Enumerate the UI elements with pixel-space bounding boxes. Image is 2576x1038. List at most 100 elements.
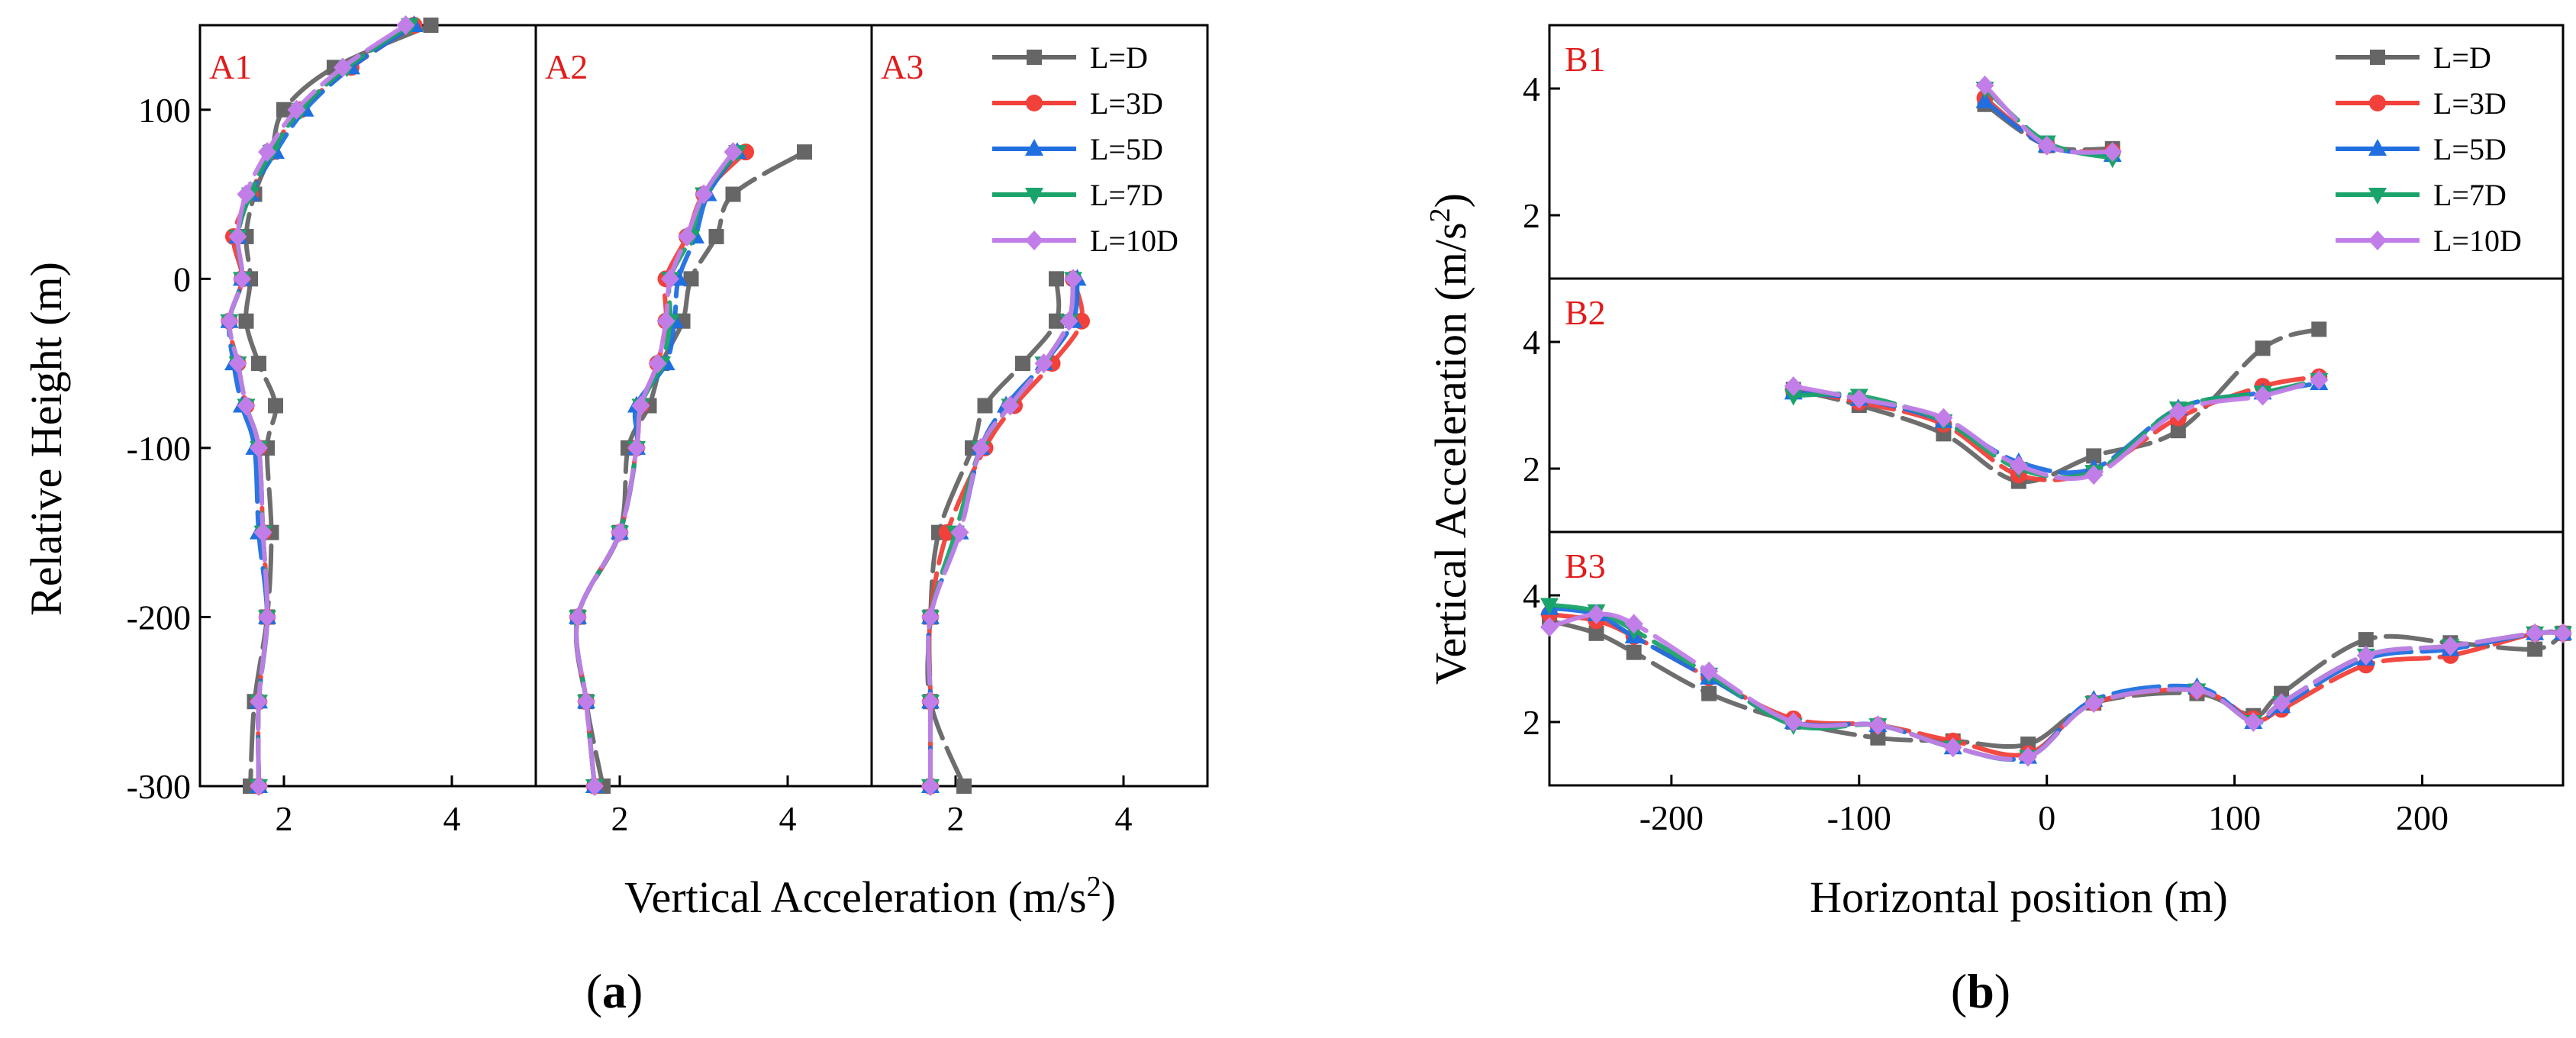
x-tick-label-a3: 4 [1115,799,1133,838]
a2-l-10d-point-7 [627,437,646,458]
legend-marker-l-7d [1025,188,1043,205]
a2-l-d-point-2 [708,228,724,244]
legend-b: L=D L=3D L=5D L=7D L=10D [2336,40,2522,258]
a2-l-3d-line [573,150,748,788]
series-b2-l-5d [1784,372,2329,475]
b3-l-10d-point-15 [2554,623,2572,643]
y-axis-label-close-b: ) [1426,193,1475,208]
legend-item-l-5d: L=5D [2336,132,2507,166]
b3-l-d-line [1547,618,2565,749]
a1-l-10d-point-12 [258,607,276,627]
x-axis-label-a: Vertical Acceleration (m/s2) [624,871,1116,922]
a2-l-10d-point-1 [695,184,713,205]
b2-l-3d-line [1791,374,2322,482]
a1-l-10d-line [227,23,408,788]
b3-l-10d-point-7 [2019,746,2038,767]
x-axis-label-sup-a: 2 [1087,871,1101,903]
a1-l-10d-point-2 [287,99,306,120]
a2-l-10d-point-6 [631,395,650,416]
a1-l-d-point-9 [268,398,283,414]
y-tick-label-a: -300 [127,767,191,806]
b3-l-5d-line [1547,605,2565,762]
a3-l-d-line [925,276,1062,788]
b3-l-10d-point-11 [2272,693,2291,714]
y-axis-label-a: Relative Height (m) [21,262,71,616]
a1-l-10d-point-7 [220,311,239,331]
series-a2-l-3d [569,143,754,795]
a2-l-10d-point-8 [611,522,629,543]
a3-l-d-point-3 [977,398,993,414]
legend-item-l-5d: L=5D [992,132,1163,166]
legend-marker-l-d [2370,50,2385,65]
legend-marker-l-3d [2369,95,2386,111]
caption-a-open: ( [586,964,602,1018]
panel-label-a2: A2 [545,47,588,86]
a2-l-d-point-1 [725,186,741,202]
y-tick-label-b2: 4 [1523,323,1540,362]
panel-label-b3: B3 [1565,546,1606,585]
caption-b-letter: b [1967,964,1994,1018]
y-tick-label-b1: 4 [1523,69,1540,108]
a3-l-10d-point-3 [1001,395,1020,416]
b3-l-7d-point-0 [1540,598,1559,615]
caption-b-close: ) [1994,964,2010,1018]
caption-a-close: ) [627,964,643,1018]
b2-l-10d-point-7 [2310,369,2329,390]
legend-item-l-3d: L=3D [992,86,1163,121]
chart-a: -300 -200 -100 0 100 2 4 A1 2 4 A2 2 4 A3 L=D L=3D L=5D… [21,15,1209,1018]
a3-l-10d-point-5 [950,522,969,543]
series-b3-l-3d [1541,605,2571,762]
b1-l-10d-point-0 [1975,75,1994,95]
a3-l-10d-point-8 [921,776,940,796]
y-axis-label-b: Vertical Acceleration (m/s2) [1424,193,1475,685]
a3-l-d-point-2 [1015,356,1030,372]
b3-l-10d-point-9 [2188,680,2207,701]
x-tick-label-a2: 4 [779,799,797,838]
a2-l-d-point-0 [797,144,812,160]
b2-l-d-point-4 [2086,448,2102,464]
b2-l-d-point-5 [2170,423,2186,439]
b2-l-10d-line [1791,377,2322,482]
legend-marker-l-5d [2368,139,2387,156]
panel-label-b2: B2 [1565,293,1606,332]
b2-l-7d-point-0 [1784,388,1803,406]
legend-label-l-10d: L=10D [1090,224,1178,258]
legend-item-l-3d: L=3D [2336,86,2507,121]
legend-label-l-7d: L=7D [1090,178,1163,212]
y-axis-label-sup-b: 2 [1424,208,1456,222]
a1-l-10d-point-13 [250,691,268,712]
b2-l-10d-point-6 [2253,385,2272,406]
a3-l-10d-line [926,276,1075,788]
legend-label-l-3d: L=3D [1090,86,1163,121]
a3-l-10d-point-4 [972,437,990,458]
x-axis-label-b: Horizontal position (m) [1810,872,2228,922]
y-tick-label-b3: 2 [1523,703,1540,742]
a2-l-10d-point-5 [648,353,667,374]
x-tick-label-a2: 2 [611,799,629,838]
caption-a-letter: a [602,964,627,1018]
b2-l-d-point-6 [2255,340,2271,356]
a3-l-d-point-8 [956,778,972,794]
b2-l-d-point-7 [2311,321,2327,337]
a2-l-d-point-3 [683,271,699,287]
b1-l-10d-point-2 [2103,142,2122,162]
b3-l-d-point-2 [1626,644,1642,660]
x-tick-label-a3: 2 [947,799,965,838]
series-b2-l-10d [1784,369,2329,485]
legend-marker-l-d [1027,50,1042,65]
legend-label-l-5d: L=5D [2433,132,2507,166]
b2-l-10d-point-5 [2168,401,2188,422]
series-a3-l-10d [921,269,1082,796]
x-tick-label-b: 100 [2208,798,2261,837]
a3-l-10d-point-1 [1059,311,1078,331]
x-tick-label-b: -100 [1827,798,1891,837]
b3-l-10d-point-14 [2526,623,2545,643]
a1-l-10d-point-1 [334,57,352,78]
legend-item-l-7d: L=7D [992,178,1163,212]
a3-l-d-point-1 [1049,313,1064,329]
x-tick-label-a1: 2 [276,799,293,838]
series-b3-l-7d [1540,598,2572,767]
b2-l-10d-point-2 [1934,408,1953,428]
legend-marker-l-10d [1025,230,1043,250]
a2-l-7d-line [573,150,740,788]
